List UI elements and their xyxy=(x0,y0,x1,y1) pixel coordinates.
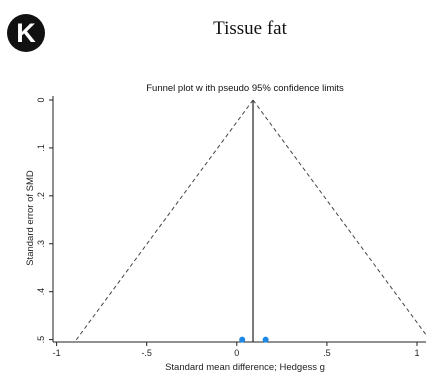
upper-confidence-limit xyxy=(252,99,426,336)
y-tick-label: .1 xyxy=(36,144,46,152)
panel-label-badge: K xyxy=(7,14,45,52)
panel-label: K xyxy=(16,18,36,48)
x-axis-label: Standard mean difference; Hedgess g xyxy=(165,362,325,373)
y-tick-label: .4 xyxy=(36,288,46,296)
data-point xyxy=(239,336,246,343)
data-points xyxy=(239,336,269,343)
lower-confidence-limit xyxy=(74,99,254,343)
figure-title: Tissue fat xyxy=(213,18,287,39)
y-tick-label: .5 xyxy=(36,336,46,344)
y-tick-label: 0 xyxy=(36,97,46,102)
x-tick-label: -.5 xyxy=(141,348,152,358)
data-point xyxy=(262,336,269,343)
x-tick-label: -1 xyxy=(53,348,61,358)
chart-title: Funnel plot w ith pseudo 95% confidence … xyxy=(146,83,344,94)
x-tick-label: .5 xyxy=(323,348,331,358)
y-tick-label: .3 xyxy=(36,240,46,248)
axes: 0 .1 .2 .3 .4 .5 -1 -.5 0 .5 1 xyxy=(36,96,426,358)
y-tick-label: .2 xyxy=(36,192,46,200)
confidence-funnel xyxy=(74,99,426,343)
x-tick-label: 0 xyxy=(234,348,239,358)
x-tick-label: 1 xyxy=(414,348,419,358)
y-axis-label: Standard error of SMD xyxy=(25,170,36,266)
